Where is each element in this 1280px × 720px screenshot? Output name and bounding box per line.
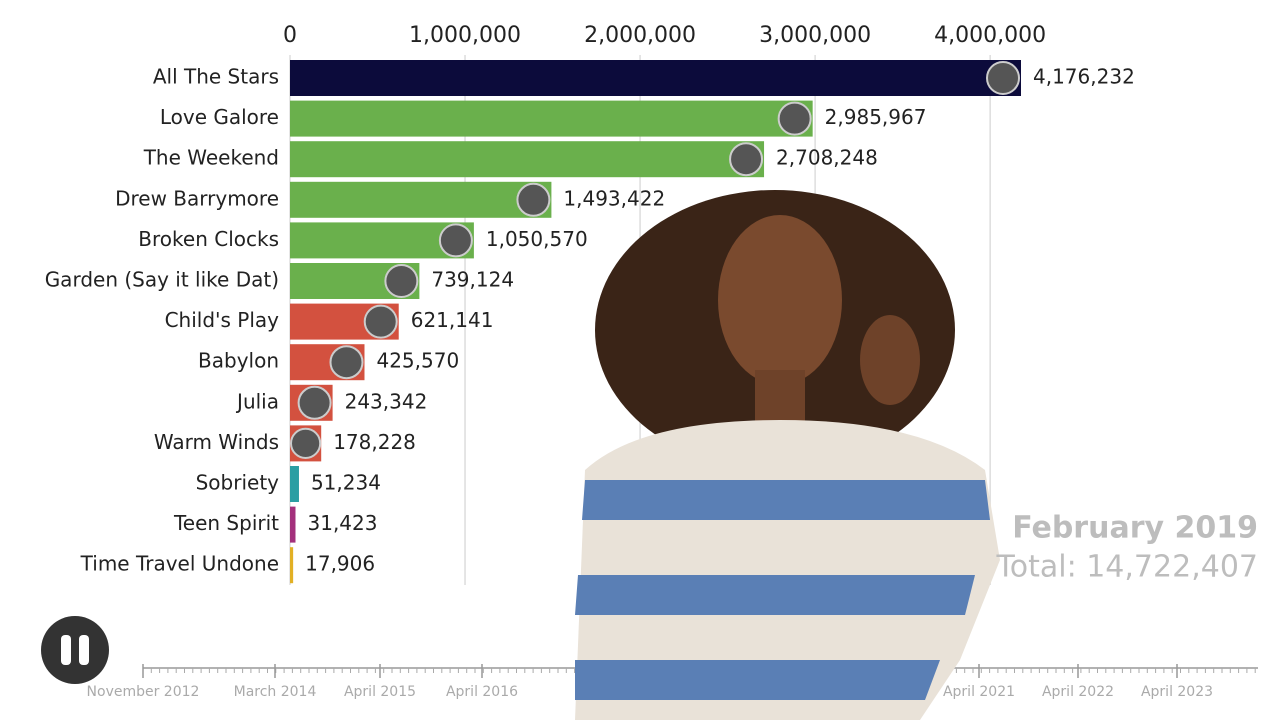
x-tick-label: 4,000,000 <box>934 23 1046 48</box>
value-label: 739,124 <box>431 268 514 292</box>
album-icon <box>516 182 551 217</box>
album-icon <box>777 101 812 136</box>
value-label: 2,985,967 <box>825 105 927 129</box>
timeline-label: April 2015 <box>344 684 416 700</box>
timeline-label: April 2016 <box>446 684 518 700</box>
value-label: 4,176,232 <box>1033 65 1135 89</box>
x-tick-label: 1,000,000 <box>409 23 521 48</box>
x-tick-label: 0 <box>283 23 297 48</box>
category-label: Sobriety <box>196 471 280 495</box>
value-label: 243,342 <box>345 389 428 413</box>
pause-button[interactable] <box>41 616 109 684</box>
category-label: All The Stars <box>153 65 279 89</box>
bar <box>290 141 765 178</box>
timeline-label: April 2022 <box>1042 684 1114 700</box>
x-tick-label: 2,000,000 <box>584 23 696 48</box>
value-label: 178,228 <box>333 430 416 454</box>
value-label: 1,493,422 <box>563 186 665 210</box>
value-label: 1,050,570 <box>486 227 588 251</box>
bar <box>290 100 813 137</box>
timeline-label: March 2014 <box>234 684 317 700</box>
bar <box>290 547 294 584</box>
timeline-label: April 2023 <box>1141 684 1213 700</box>
value-label: 621,141 <box>411 308 494 332</box>
category-label: Julia <box>235 389 279 413</box>
category-label: The Weekend <box>143 146 279 170</box>
timeline-label: April 2021 <box>943 684 1015 700</box>
value-label: 31,423 <box>308 511 378 535</box>
album-icon <box>329 345 364 380</box>
person-photo <box>575 190 1000 720</box>
total-label: Total: 14,722,407 <box>996 550 1258 585</box>
category-label: Drew Barrymore <box>115 186 279 210</box>
album-icon <box>297 385 332 420</box>
timeline-label: November 2012 <box>87 684 200 700</box>
album-icon <box>986 61 1020 95</box>
bar <box>290 506 296 543</box>
album-icon <box>363 304 398 339</box>
value-label: 17,906 <box>305 552 375 576</box>
bar <box>290 181 552 218</box>
period-label: February 2019 <box>1012 511 1258 546</box>
category-label: Teen Spirit <box>173 511 279 535</box>
value-label: 425,570 <box>376 349 459 373</box>
category-label: Time Travel Undone <box>80 552 279 576</box>
category-label: Child's Play <box>165 308 280 332</box>
category-label: Babylon <box>198 349 279 373</box>
category-label: Garden (Say it like Dat) <box>45 268 279 292</box>
x-tick-label: 3,000,000 <box>759 23 871 48</box>
bar <box>290 60 1021 96</box>
album-icon <box>384 264 419 298</box>
bars: All The Stars 4,176,232 Love Galore 2,985,9… <box>45 60 1135 584</box>
bar <box>290 466 299 502</box>
album-icon <box>290 427 322 459</box>
album-icon <box>729 142 764 177</box>
value-label: 51,234 <box>311 471 381 495</box>
category-label: Warm Winds <box>154 430 279 454</box>
category-label: Love Galore <box>160 105 279 129</box>
value-label: 2,708,248 <box>776 146 878 170</box>
album-icon <box>438 223 473 258</box>
category-label: Broken Clocks <box>138 227 279 251</box>
